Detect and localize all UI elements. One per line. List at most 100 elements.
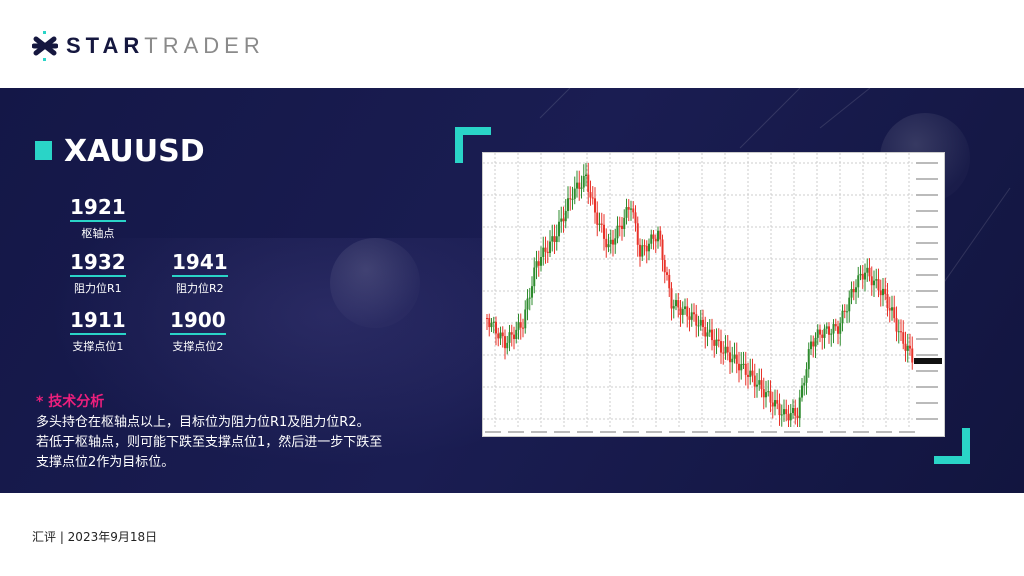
candle-body: [639, 244, 641, 257]
price-axis-tick-label: [916, 162, 938, 164]
candle-body: [513, 334, 515, 339]
candle-body: [589, 192, 592, 198]
logo: STARTRADER: [32, 31, 265, 61]
candle-body: [504, 336, 506, 349]
candle-body: [596, 212, 599, 225]
time-axis-tick-label: [807, 431, 823, 433]
candle-body: [875, 279, 878, 281]
candle-body: [654, 238, 657, 242]
candle-body: [600, 223, 603, 225]
candle-body: [706, 332, 709, 337]
candle-body: [900, 331, 902, 333]
time-axis-tick-label: [577, 431, 593, 433]
r1-label: 阻力位R1: [74, 282, 122, 295]
candle-body: [850, 289, 853, 298]
candle-body: [567, 198, 569, 212]
price-axis-tick-label: [916, 370, 938, 372]
price-axis-tick-label: [916, 178, 938, 180]
candle-body: [535, 261, 538, 268]
candle-body: [517, 322, 520, 330]
candle-body: [612, 239, 614, 245]
analysis-line: 若低于枢轴点，则可能下跌至支撑点位1，然后进一步下跌至: [36, 435, 383, 450]
candle-body: [819, 329, 821, 335]
candle-body: [531, 286, 533, 298]
candle-body: [884, 288, 887, 295]
candle-body: [609, 239, 612, 245]
candle-body: [623, 217, 626, 229]
candle-body: [544, 247, 547, 252]
time-axis-tick-label: [692, 431, 708, 433]
candle-body: [634, 212, 637, 224]
frame-corner-top-left: [455, 127, 491, 163]
logo-text-light: TRADER: [144, 33, 265, 58]
candle-body: [526, 298, 529, 310]
candle-body: [598, 223, 601, 225]
candle-body: [807, 349, 810, 370]
time-axis-tick-label: [485, 431, 501, 433]
candle-body: [693, 312, 695, 315]
candle-body: [760, 380, 763, 390]
candle-body: [825, 326, 828, 329]
s2-level: 1900 支撑点位2: [170, 308, 226, 354]
candle-body: [740, 364, 743, 371]
candle-body: [787, 414, 790, 421]
candle-body: [576, 182, 578, 189]
r1-level: 1932 阻力位R1: [70, 250, 126, 296]
candle-body: [652, 234, 655, 239]
candle-body: [607, 244, 610, 248]
price-axis-tick-label: [916, 354, 938, 356]
candle-body: [852, 289, 855, 293]
s1-label: 支撑点位1: [72, 340, 124, 353]
candle-body: [821, 334, 824, 338]
candle-body: [841, 310, 844, 324]
candle-body: [553, 236, 556, 243]
candle-body: [686, 306, 689, 317]
candle-body: [571, 198, 574, 200]
price-axis-tick-label: [916, 322, 938, 324]
candle-body: [684, 306, 686, 310]
candle-body: [906, 345, 909, 351]
r2-value: 1941: [172, 250, 228, 277]
candle-body: [803, 382, 806, 386]
candle-body: [591, 197, 594, 199]
price-axis-tick-label: [916, 242, 938, 244]
star-logo-icon: [32, 31, 58, 61]
price-axis-tick-label: [916, 306, 938, 308]
candle-body: [756, 384, 758, 387]
candle-body: [569, 198, 572, 200]
time-axis-tick-label: [853, 431, 869, 433]
candle-body: [605, 238, 608, 248]
candle-body: [621, 225, 623, 229]
candle-body: [713, 340, 716, 346]
candle-body: [582, 176, 585, 188]
frame-corner-bottom-right: [934, 428, 970, 464]
time-axis-tick-label: [830, 431, 846, 433]
candle-body: [715, 339, 718, 346]
time-axis-tick-label: [623, 431, 639, 433]
candle-body: [886, 294, 889, 309]
analysis-line: 支撑点位2作为目标位。: [36, 455, 175, 470]
candle-body: [711, 329, 713, 341]
candle-body: [497, 333, 500, 339]
candle-body: [594, 198, 596, 213]
analysis-line: 多头持仓在枢轴点以上，目标位为阻力位R1及阻力位R2。: [36, 415, 370, 430]
time-axis-tick-label: [669, 431, 685, 433]
candle-body: [731, 358, 734, 363]
time-axis-tick-label: [876, 431, 892, 433]
time-axis-tick-label: [531, 431, 547, 433]
candle-body: [753, 375, 756, 387]
candle-body: [744, 363, 747, 375]
candle-body: [648, 243, 650, 252]
candle-body: [560, 218, 563, 222]
analysis-body: 多头持仓在枢轴点以上，目标位为阻力位R1及阻力位R2。 若低于枢轴点，则可能下跌…: [36, 413, 396, 473]
candle-body: [587, 174, 590, 193]
candle-body: [866, 267, 869, 273]
candle-body: [810, 341, 812, 350]
candle-body: [724, 346, 727, 354]
candle-body: [857, 275, 860, 288]
r1-value: 1932: [70, 250, 126, 277]
candle-body: [735, 354, 738, 364]
footer-date: 汇评 | 2023年9月18日: [32, 530, 158, 544]
candle-body: [877, 279, 880, 291]
candle-body: [798, 397, 801, 419]
